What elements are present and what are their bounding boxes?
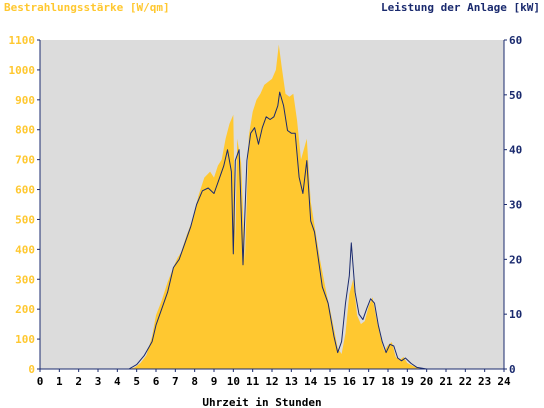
x-tick-label: 24 [497,375,511,388]
chart-ticks: 0100200300400500600700800900100011000102… [9,34,523,388]
left-tick-label: 100 [15,333,35,346]
right-tick-label: 20 [509,253,522,266]
x-tick-label: 4 [114,375,121,388]
right-tick-label: 30 [509,199,522,212]
x-tick-label: 12 [265,375,278,388]
x-tick-label: 10 [227,375,240,388]
x-tick-label: 3 [95,375,102,388]
x-tick-label: 9 [211,375,218,388]
left-axis-title: Bestrahlungsstärke [W/qm] [4,1,170,14]
x-tick-label: 16 [343,375,357,388]
x-tick-label: 19 [401,375,414,388]
right-tick-label: 10 [509,308,522,321]
left-tick-label: 600 [15,184,35,197]
left-tick-label: 800 [15,124,35,137]
x-axis-label: Uhrzeit in Stunden [202,396,321,408]
left-tick-label: 1000 [9,64,36,77]
x-tick-label: 18 [381,375,394,388]
x-tick-label: 11 [246,375,260,388]
left-tick-label: 500 [15,213,35,226]
irradiance-area-series [40,44,504,369]
left-tick-label: 0 [28,363,35,376]
x-tick-label: 6 [153,375,160,388]
x-tick-label: 13 [285,375,298,388]
x-tick-label: 5 [133,375,140,388]
x-tick-label: 1 [56,375,63,388]
left-tick-label: 400 [15,243,35,256]
x-tick-label: 15 [323,375,336,388]
x-tick-label: 17 [362,375,375,388]
x-tick-label: 2 [75,375,82,388]
right-tick-label: 40 [509,144,522,157]
left-tick-label: 700 [15,154,35,167]
x-tick-label: 7 [172,375,179,388]
x-tick-label: 23 [478,375,491,388]
x-tick-label: 22 [459,375,472,388]
left-tick-label: 1100 [9,34,36,47]
left-tick-label: 200 [15,303,35,316]
left-tick-label: 300 [15,273,35,286]
x-tick-label: 20 [420,375,433,388]
right-tick-label: 50 [509,89,522,102]
right-axis-title: Leistung der Anlage [kW] [381,1,540,14]
x-tick-label: 0 [37,375,44,388]
x-tick-label: 14 [304,375,318,388]
left-tick-label: 900 [15,94,35,107]
power-line-series [40,91,504,370]
x-tick-label: 21 [439,375,453,388]
right-tick-label: 0 [509,363,516,376]
right-tick-label: 60 [509,34,522,47]
x-tick-label: 8 [191,375,198,388]
chart-marks [40,44,504,370]
